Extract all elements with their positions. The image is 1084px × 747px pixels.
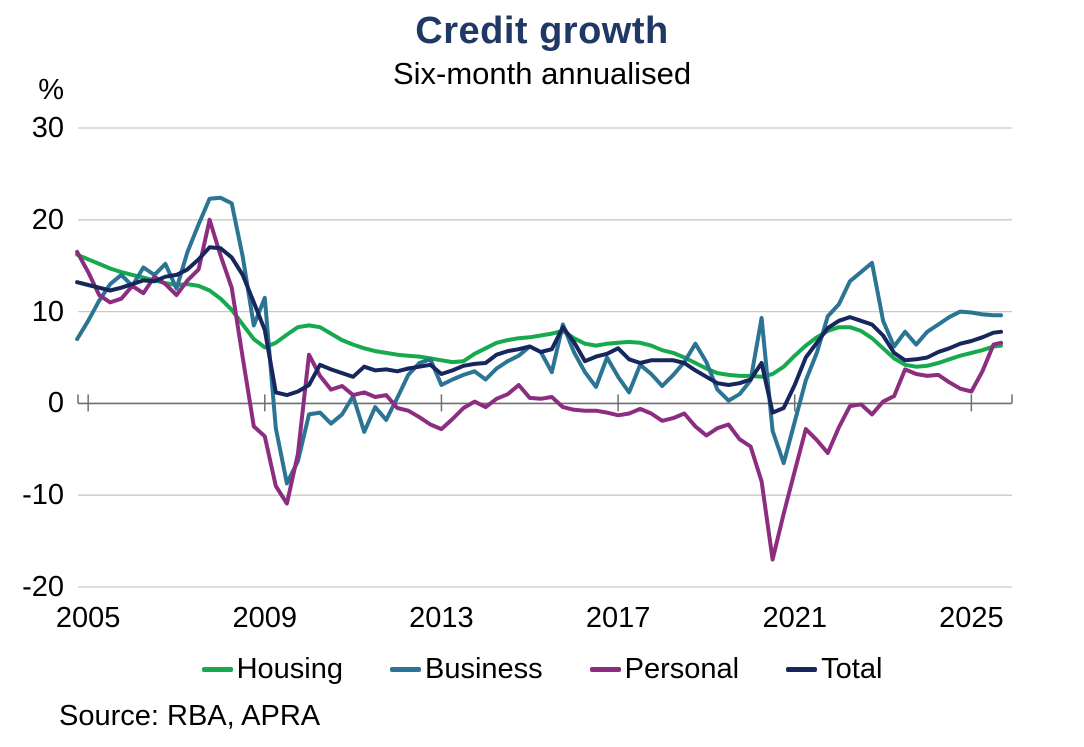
legend-swatch-icon xyxy=(201,666,233,672)
y-axis-unit-label: % xyxy=(38,74,64,106)
legend-swatch-icon xyxy=(786,666,818,672)
y-axis-label: 0 xyxy=(47,387,64,420)
y-axis-label: -20 xyxy=(22,571,64,603)
y-axis-label: 30 xyxy=(31,112,64,144)
y-axis-label: 10 xyxy=(31,295,64,328)
legend-swatch-icon xyxy=(589,666,621,672)
legend-swatch-icon xyxy=(390,666,421,672)
y-axis-label: 20 xyxy=(31,203,64,236)
source-note: Source: RBA, APRA xyxy=(59,700,321,732)
series-line-total xyxy=(75,245,1003,415)
legend-label: Total xyxy=(821,653,883,685)
x-axis-label: 2009 xyxy=(232,602,298,634)
legend-label: Housing xyxy=(236,653,343,685)
legend-item-business: Business xyxy=(390,654,543,684)
x-axis-label: 2005 xyxy=(55,602,121,634)
legend: Housing Business Personal Total xyxy=(0,654,1084,684)
x-axis-label: 2021 xyxy=(762,602,827,634)
y-axis-label: -10 xyxy=(22,479,64,512)
series-line-housing xyxy=(75,252,1003,379)
x-axis-label: 2017 xyxy=(585,602,651,634)
chart-title: Credit growth xyxy=(415,10,669,52)
x-axis-label: 2025 xyxy=(939,602,1004,634)
legend-label: Personal xyxy=(624,653,740,685)
legend-item-personal: Personal xyxy=(589,653,740,685)
legend-label: Business xyxy=(425,653,543,685)
series-line-personal xyxy=(75,217,1003,562)
chart-subtitle: Six-month annualised xyxy=(392,56,692,91)
legend-item-housing: Housing xyxy=(201,653,343,685)
x-axis-label: 2013 xyxy=(409,602,474,634)
legend-item-total: Total xyxy=(786,654,882,684)
